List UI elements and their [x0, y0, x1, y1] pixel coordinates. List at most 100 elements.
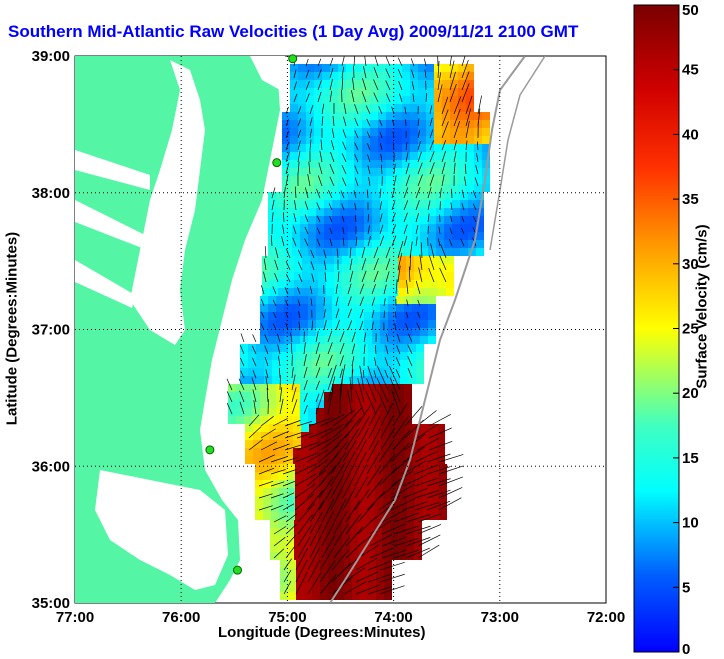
- velocity-cell: [306, 104, 314, 112]
- velocity-cell: [328, 344, 336, 352]
- velocity-cell: [370, 88, 378, 96]
- velocity-cell: [366, 272, 374, 280]
- velocity-cell: [300, 216, 308, 224]
- velocity-cell: [388, 224, 396, 232]
- velocity-arrow: [428, 440, 453, 451]
- velocity-cell: [438, 272, 446, 280]
- velocity-cell: [292, 400, 300, 408]
- velocity-cell: [474, 112, 482, 120]
- velocity-cell: [364, 232, 372, 240]
- velocity-cell: [420, 320, 428, 328]
- velocity-cell: [356, 240, 364, 248]
- velocity-cell: [394, 136, 402, 144]
- velocity-arrow: [402, 474, 427, 487]
- velocity-arrow: [297, 514, 314, 535]
- velocity-cell: [341, 424, 349, 432]
- velocity-cell: [437, 424, 445, 432]
- velocity-cell: [360, 376, 368, 384]
- velocity-cell: [244, 408, 252, 416]
- velocity-cell: [396, 384, 404, 392]
- velocity-cell: [279, 512, 287, 520]
- velocity-cell: [399, 480, 407, 488]
- velocity-arrow: [251, 345, 257, 355]
- velocity-cell: [324, 232, 332, 240]
- velocity-arrow: [271, 199, 275, 211]
- velocity-arrow: [453, 151, 457, 163]
- velocity-cell: [319, 504, 327, 512]
- velocity-cell: [380, 192, 388, 200]
- velocity-arrow: [367, 235, 371, 247]
- velocity-cell: [360, 568, 368, 576]
- velocity-cell: [268, 296, 276, 304]
- velocity-cell: [386, 104, 394, 112]
- velocity-arrow: [321, 116, 324, 127]
- velocity-arrow: [429, 255, 435, 271]
- velocity-cell: [372, 392, 380, 400]
- velocity-cell: [368, 560, 376, 568]
- velocity-cell: [290, 160, 298, 168]
- velocity-cell: [300, 408, 308, 416]
- velocity-cell: [404, 304, 412, 312]
- velocity-cell: [374, 528, 382, 536]
- velocity-cell: [310, 264, 318, 272]
- velocity-cell: [413, 440, 421, 448]
- velocity-cell: [354, 80, 362, 88]
- velocity-arrow: [366, 478, 383, 499]
- velocity-arrow: [323, 260, 327, 271]
- velocity-cell: [439, 472, 447, 480]
- velocity-arrow: [366, 491, 385, 511]
- velocity-cell: [442, 160, 450, 168]
- velocity-arrow: [298, 310, 301, 319]
- velocity-arrow: [402, 488, 428, 499]
- velocity-cell: [264, 368, 272, 376]
- velocity-cell: [391, 512, 399, 520]
- velocity-cell: [412, 304, 420, 312]
- velocity-cell: [310, 280, 318, 288]
- velocity-cell: [384, 592, 392, 600]
- velocity-cell: [278, 544, 286, 552]
- velocity-cell: [298, 104, 306, 112]
- velocity-arrow: [317, 91, 322, 103]
- velocity-cell: [373, 432, 381, 440]
- velocity-arrow: [344, 417, 361, 439]
- velocity-arrow: [264, 356, 269, 367]
- velocity-cell: [404, 224, 412, 232]
- velocity-cell: [399, 464, 407, 472]
- velocity-cell: [381, 456, 389, 464]
- velocity-cell: [308, 408, 316, 416]
- velocity-cell: [324, 312, 332, 320]
- velocity-cell: [382, 256, 390, 264]
- velocity-arrow: [309, 128, 313, 139]
- velocity-arrow: [316, 238, 321, 247]
- velocity-arrow: [441, 162, 446, 175]
- velocity-cell: [272, 352, 280, 360]
- velocity-cell: [342, 280, 350, 288]
- velocity-cell: [340, 304, 348, 312]
- velocity-cell: [428, 296, 436, 304]
- velocity-cell: [388, 392, 396, 400]
- velocity-cell: [318, 280, 326, 288]
- velocity-arrow: [292, 225, 297, 235]
- velocity-arrow: [293, 69, 297, 79]
- velocity-cell: [252, 384, 260, 392]
- velocity-cell: [338, 152, 346, 160]
- velocity-arrow: [272, 323, 277, 331]
- velocity-cell: [342, 272, 350, 280]
- velocity-cell: [260, 296, 268, 304]
- velocity-cell: [290, 64, 298, 72]
- velocity-cell: [458, 112, 466, 120]
- velocity-arrow: [403, 224, 408, 235]
- velocity-cell: [437, 432, 445, 440]
- velocity-cell: [458, 96, 466, 104]
- velocity-cell: [410, 72, 418, 80]
- velocity-cell: [252, 392, 260, 400]
- velocity-cell: [300, 320, 308, 328]
- velocity-cell: [271, 488, 279, 496]
- velocity-cell: [308, 224, 316, 232]
- velocity-cell: [372, 400, 380, 408]
- velocity-cell: [364, 400, 372, 408]
- velocity-cell: [310, 288, 318, 296]
- velocity-cell: [288, 592, 296, 600]
- velocity-arrow: [341, 153, 347, 163]
